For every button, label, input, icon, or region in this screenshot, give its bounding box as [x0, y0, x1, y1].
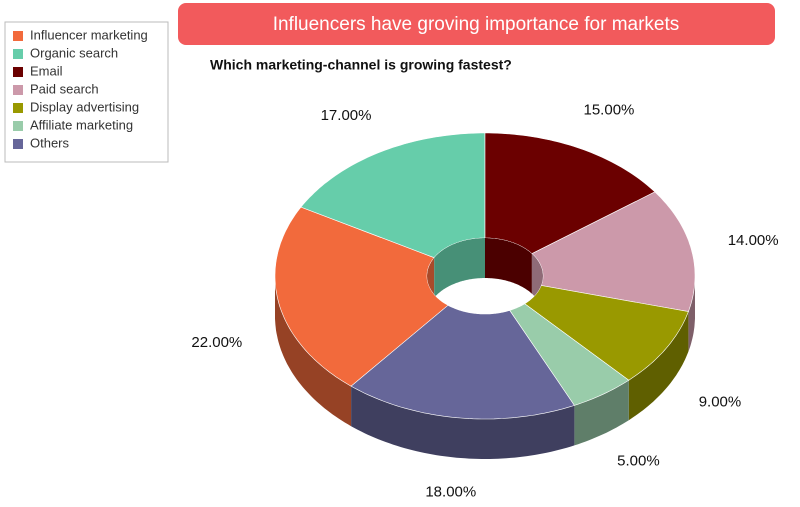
value-label: 22.00%	[191, 334, 242, 351]
legend: Influencer marketing Organic search Email P…	[13, 27, 148, 150]
labels: 22.00% 17.00% 15.00% 14.00% 9.00% 5.00% 18.00%	[191, 101, 778, 500]
outer-walls	[275, 276, 695, 459]
title-banner: Influencers have groving importance for …	[178, 3, 775, 45]
legend-label: Organic search	[30, 45, 118, 60]
value-label: 14.00%	[728, 232, 779, 249]
legend-label: Display advertising	[30, 99, 139, 114]
legend-swatch	[13, 139, 23, 149]
value-label: 9.00%	[699, 394, 742, 411]
legend-swatch	[13, 31, 23, 41]
slice-wall	[351, 386, 575, 459]
legend-swatch	[13, 85, 23, 95]
value-label: 5.00%	[617, 453, 660, 470]
banner-bg	[178, 3, 775, 45]
legend-label: Others	[30, 135, 70, 150]
legend-label: Affiliate marketing	[30, 117, 133, 132]
value-label: 15.00%	[584, 101, 635, 118]
legend-swatch	[13, 67, 23, 77]
slice-wall	[628, 311, 689, 421]
legend-label: Email	[30, 63, 63, 78]
hole-wall	[434, 238, 485, 298]
hole-wall	[485, 238, 532, 294]
legend-label: Influencer marketing	[30, 27, 148, 42]
slices	[274, 132, 696, 420]
legend-swatch	[13, 103, 23, 113]
slice-wall	[574, 380, 629, 446]
chart-title: Influencers have groving importance for …	[273, 14, 680, 35]
legend-swatch	[13, 49, 23, 59]
legend-box	[4, 21, 169, 163]
legend-swatch	[13, 121, 23, 131]
value-label: 18.00%	[425, 483, 476, 500]
value-label: 17.00%	[321, 107, 372, 124]
chart-subtitle: Which marketing-channel is growing faste…	[210, 57, 512, 73]
slice	[350, 304, 575, 420]
legend-label: Paid search	[30, 81, 99, 96]
slice-wall	[275, 276, 352, 427]
